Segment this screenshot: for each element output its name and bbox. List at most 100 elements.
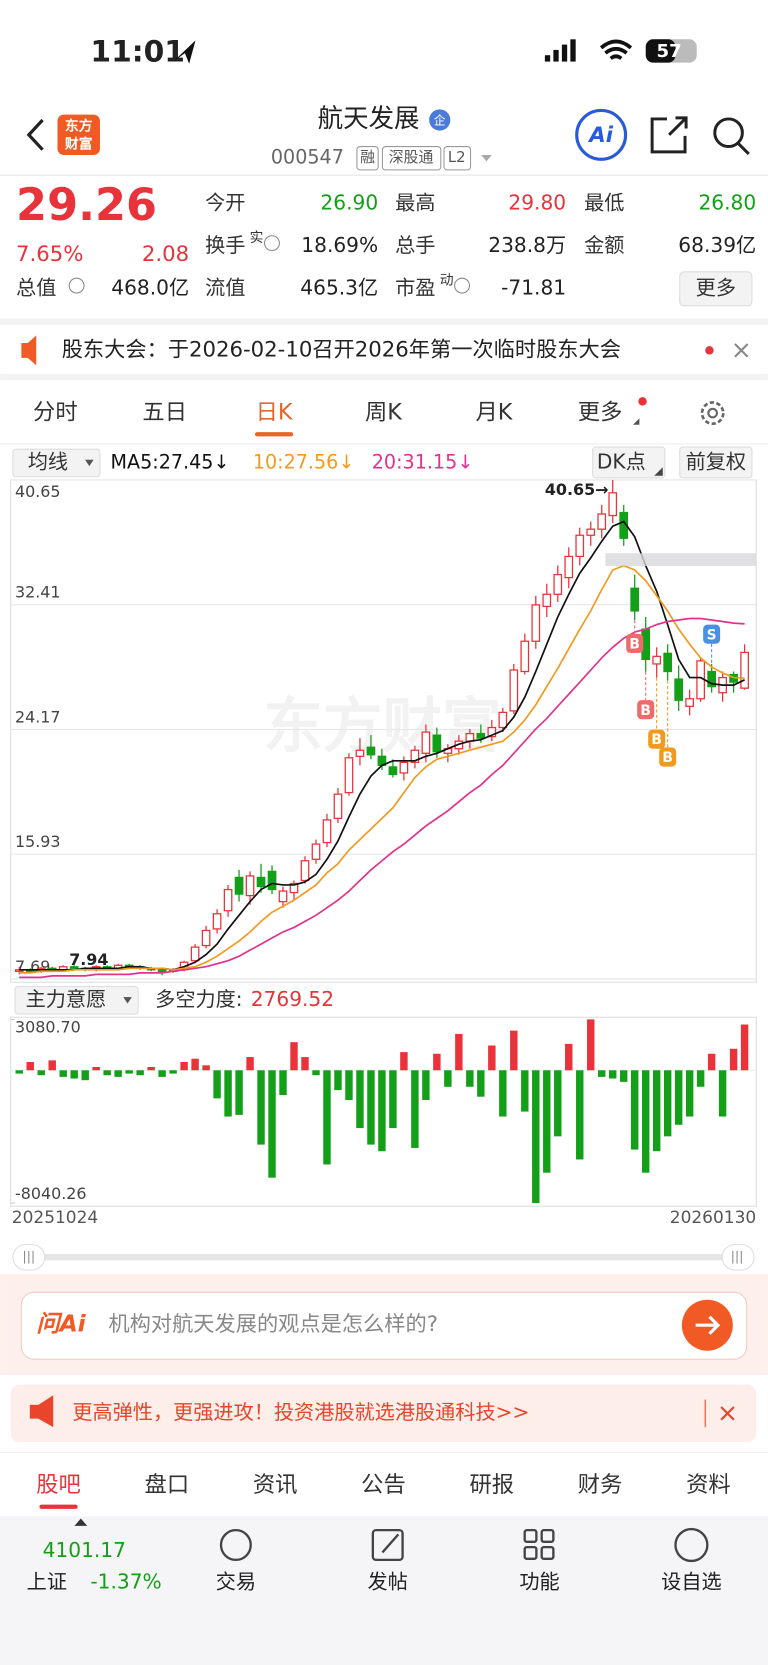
slider-handle[interactable] [721,1243,755,1271]
y-tick-label: 24.17 [15,707,61,726]
candle-body [410,749,420,763]
dk-button[interactable] [592,446,666,479]
candle-body [476,732,486,739]
adjust-button[interactable] [679,446,753,479]
candle-body [355,749,365,757]
y-tick-label: 40.65 [15,482,61,501]
select-arrow [85,459,94,467]
pen [381,1533,400,1554]
ma-select[interactable] [12,448,101,478]
bar [290,1042,298,1071]
indicator-select[interactable] [14,985,139,1015]
nav-item[interactable]: 功能 [519,1570,559,1594]
trade-marker [626,633,644,653]
candle-body [344,757,354,794]
ad-close[interactable] [720,1406,735,1421]
trade-icon [219,1528,252,1562]
chart-tab[interactable]: 更多 [578,400,623,426]
bar [466,1070,474,1087]
bottom-tab[interactable]: 研报 [469,1472,514,1498]
back-button[interactable] [26,118,44,151]
candle-body [597,513,607,530]
candle-body [311,843,321,860]
candle-body [157,969,167,972]
date-start: 20251024 [12,1208,98,1228]
bar [587,1019,595,1071]
candle-body [366,746,376,756]
battery-text: 57 [657,41,682,62]
chart-tab[interactable]: 月K [475,400,513,426]
bar [422,1070,430,1101]
nav-item[interactable]: 设自选 [661,1570,721,1594]
nav-items: 交易 发帖 功能 设自选 [216,1570,722,1594]
share-button[interactable] [650,116,688,154]
indicator-value: 2769.52 [251,987,334,1011]
field-label: 今开 [205,190,245,214]
logo [57,114,100,156]
trade-marker [659,747,677,767]
bar [663,1070,672,1137]
bar [323,1070,331,1165]
indicator-label: 多空力度: [155,987,242,1011]
bottom-tab[interactable]: 股吧 [36,1472,81,1498]
info-icon [264,235,280,252]
trade-marker-label: B [662,750,673,766]
ad-banner[interactable] [10,1384,757,1443]
candle-body [322,819,332,844]
chart-tab[interactable]: 日K [256,400,294,426]
ask-ai-placeholder: 机构对航天发展的观点是怎么样的? [108,1312,438,1337]
bar [729,1048,738,1071]
shape [553,49,559,62]
field-value: 465.3亿 [300,275,378,299]
bar [389,1070,397,1129]
chart-tab[interactable]: 分时 [33,400,78,426]
bar [136,1070,144,1076]
tag: 深股通 [389,148,434,166]
tag: 融 [360,148,375,166]
candle-body [245,875,255,897]
bar [488,1045,496,1071]
settings-button[interactable] [700,401,725,426]
candle-body [333,793,343,820]
separator [0,318,768,325]
adjust-button-text: 前复权 [686,449,746,473]
notice-dot [705,346,714,355]
field-label: 金额 [584,233,624,257]
bar [37,1070,45,1076]
chart-tab[interactable]: 周K [365,400,403,426]
bottom-tabs: 股吧 盘口 资讯 公告 研报 财务 资料 [36,1472,731,1509]
nav-item[interactable]: 发帖 [368,1570,408,1594]
candle-body [267,870,277,891]
search-button[interactable] [713,117,744,149]
bar [268,1070,276,1178]
bottom-tab[interactable]: 资讯 [253,1472,298,1498]
candle-body [564,555,574,579]
ad-text: 更高弹性，更强进攻！投资港股就选港股通科技>> [72,1400,529,1424]
close-button[interactable] [734,343,749,358]
bar [356,1070,364,1129]
field-value: 68.39亿 [678,233,756,257]
bar [619,1070,628,1082]
dropdown[interactable] [481,155,492,162]
index-value[interactable]: 4101.17 [43,1538,126,1562]
field-sup: 实 [250,230,264,246]
shape [544,55,551,62]
candle-body [652,655,662,665]
candle-body [212,913,222,930]
ask-ai-box[interactable] [20,1291,748,1360]
tag-box [356,146,379,171]
settings-core [707,407,718,419]
bottom-tab[interactable]: 盘口 [145,1472,190,1498]
bottom-tab[interactable]: 公告 [361,1472,406,1498]
bar [114,1070,122,1077]
field-value: 26.90 [320,190,378,214]
badge-text: 企 [434,114,446,128]
nav-item[interactable]: 交易 [216,1570,256,1594]
ai-button[interactable] [575,108,628,161]
indicator-select-text: 主力意愿 [26,987,107,1011]
bottom-tab[interactable]: 财务 [578,1472,623,1498]
notice[interactable]: 股东大会：于2026-02-10召开2026年第一次临时股东大会 [62,337,621,362]
chart-tab[interactable]: 五日 [142,400,187,426]
more-button[interactable] [679,271,753,307]
bottom-tab[interactable]: 资料 [686,1472,731,1498]
